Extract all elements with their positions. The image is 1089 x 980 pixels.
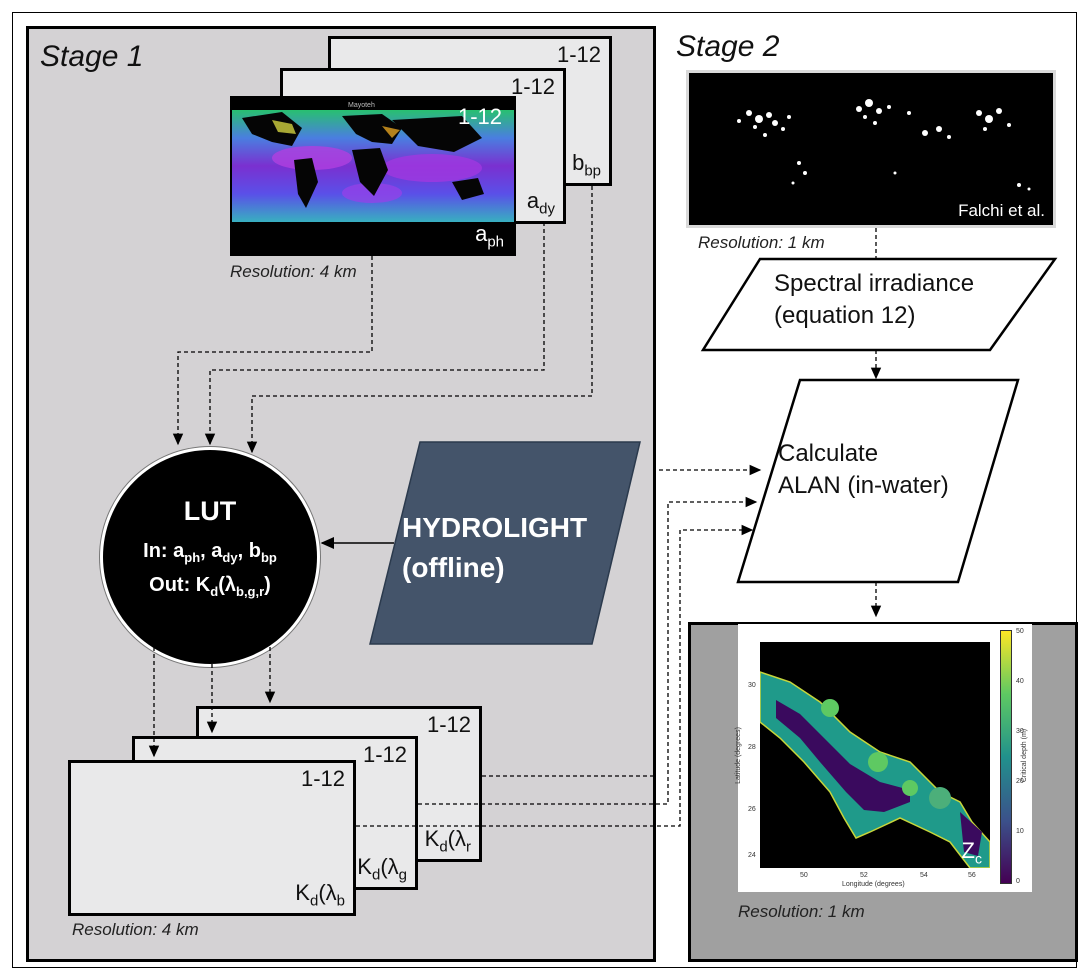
cbar-tick: 50	[1016, 628, 1024, 635]
lut-outputs: Out: Kd(λb,g,r)	[149, 574, 271, 599]
stage2-label: Stage 2	[676, 30, 780, 63]
night-lights-map: Falchi et al.	[686, 70, 1056, 228]
y-axis-label: Latitude (degrees)	[734, 727, 742, 784]
cbar-tick: 40	[1016, 678, 1024, 685]
result-resolution: Resolution: 1 km	[738, 902, 865, 921]
hydrolight-label: HYDROLIGHT (offline)	[402, 512, 588, 583]
aph-ocean-map: Mayoteh 1-12 aph	[230, 96, 516, 256]
ocean-map-image	[232, 110, 514, 254]
y-tick: 26	[748, 806, 756, 813]
card-month-range: 1-12	[362, 742, 407, 767]
result-zc-label: Zc	[961, 837, 982, 866]
cbar-tick: 10	[1016, 828, 1024, 835]
card-month-range: 1-12	[556, 42, 601, 67]
x-tick: 54	[920, 872, 928, 879]
lut-inputs: In: aph, ady, bbp	[143, 540, 277, 565]
arrow-bbp-to-lut	[246, 186, 593, 454]
hydrolight-shape	[369, 441, 641, 645]
y-tick: 24	[748, 852, 756, 859]
card-param-label: bbp	[572, 149, 601, 179]
cbar-tick: 30	[1016, 728, 1024, 735]
cbar-tick: 0	[1016, 878, 1020, 885]
spectral-irradiance-shape	[700, 257, 1058, 352]
y-tick: 30	[748, 682, 756, 689]
arrow-aph-to-lut	[172, 256, 373, 446]
lut-node: LUT In: aph, ady, bbp Out: Kd(λb,g,r)	[100, 447, 320, 667]
arrow-ady-to-lut	[204, 222, 545, 446]
calculate-alan-shape	[736, 378, 1020, 584]
card-month-range: 1-12	[510, 74, 555, 99]
output-resolution: Resolution: 4 km	[72, 920, 199, 939]
x-tick: 50	[800, 872, 808, 879]
x-tick: 52	[860, 872, 868, 879]
input-resolution: Resolution: 4 km	[230, 262, 357, 281]
x-tick: 56	[968, 872, 976, 879]
lut-title: LUT	[183, 496, 237, 526]
gulf-map-image	[760, 671, 990, 868]
outer-frame	[12, 12, 1077, 968]
arrow-kdr-to-calculate	[482, 464, 762, 777]
map-title-text: Mayoteh	[348, 102, 375, 109]
output-card-kdb: 1-12 Kd(λb	[68, 760, 356, 916]
stage1-label: Stage 1	[40, 40, 144, 73]
y-tick: 28	[748, 744, 756, 751]
critical-depth-colorbar	[1000, 630, 1012, 884]
card-kd-label: Kd(λb	[295, 879, 345, 909]
light-resolution: Resolution: 1 km	[698, 233, 825, 252]
critical-depth-map: Zc	[760, 642, 990, 868]
map-param-label: aph	[475, 220, 504, 250]
card-kd-label: Kd(λr	[424, 825, 471, 855]
arrow-kdg-to-calculate	[418, 496, 758, 805]
arrow-kdb-to-calculate	[356, 524, 754, 827]
spectral-irradiance-label: Spectral irradiance (equation 12)	[774, 270, 975, 329]
calculate-alan-label: Calculate ALAN (in-water)	[778, 440, 949, 499]
cbar-label: Critical depth (m)	[1021, 728, 1029, 783]
light-map-credit: Falchi et al.	[958, 201, 1045, 220]
card-month-range: 1-12	[426, 712, 471, 737]
card-param-label: ady	[526, 187, 555, 217]
night-lights-image	[737, 99, 1031, 191]
card-month-range: 1-12	[300, 766, 345, 791]
cbar-tick: 20	[1016, 778, 1024, 785]
x-axis-label: Longitude (degrees)	[842, 881, 905, 888]
card-kd-label: Kd(λg	[357, 853, 407, 883]
map-month-range: 1-12	[457, 104, 502, 129]
